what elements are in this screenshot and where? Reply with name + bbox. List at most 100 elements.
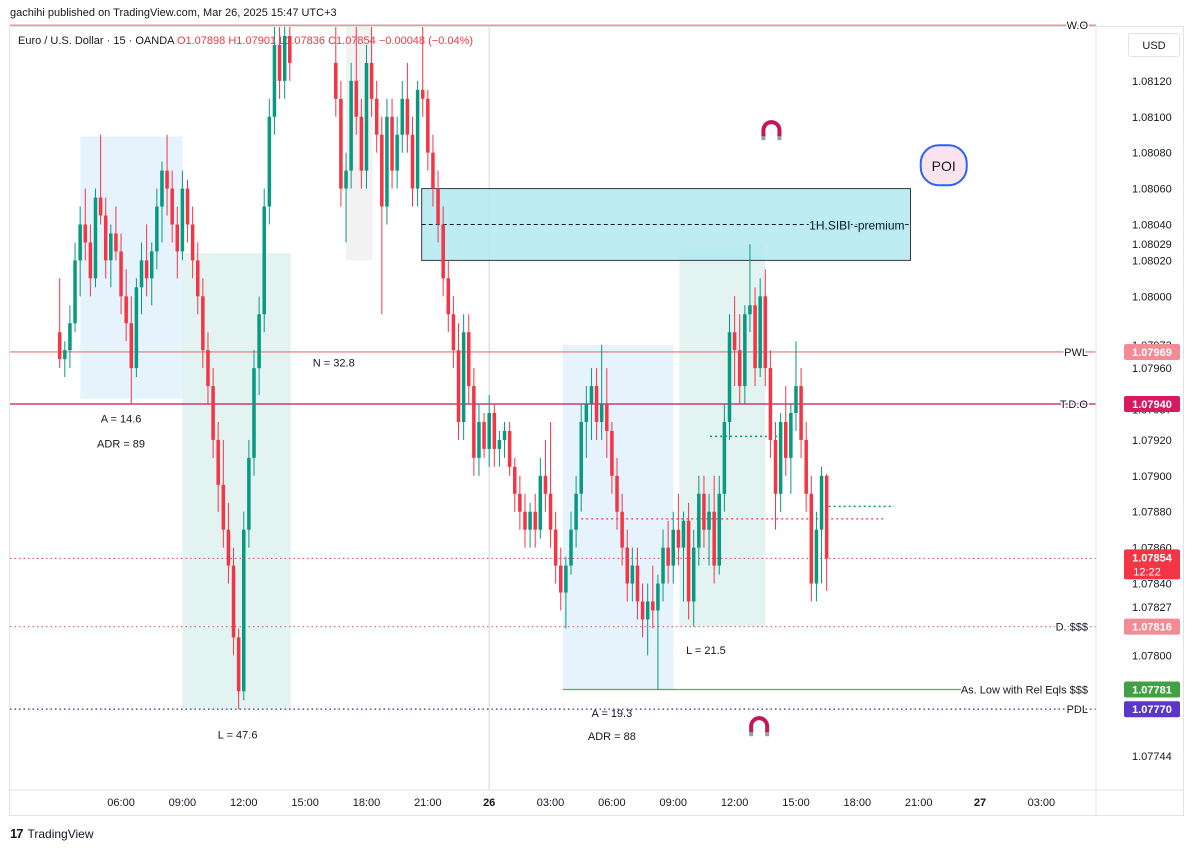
candle — [98, 197, 103, 216]
candle — [615, 475, 619, 512]
legend-change: −0.00048 (−0.04%) — [378, 35, 474, 47]
candle — [528, 511, 532, 530]
candle — [497, 439, 502, 449]
candle — [226, 529, 231, 566]
candle — [737, 350, 742, 387]
level-label: T.D.O — [1060, 399, 1089, 411]
level-label: W.O — [1067, 20, 1089, 32]
candle — [640, 601, 645, 620]
range-annotation: ADR = 89 — [97, 439, 145, 451]
price-badge — [1124, 681, 1180, 698]
price-badge-label: 1.07770 — [1132, 704, 1172, 716]
candle — [783, 421, 788, 458]
price-tick-label: 1.07744 — [1132, 751, 1172, 763]
price-badge — [1124, 618, 1180, 635]
candle — [768, 368, 773, 440]
candle — [824, 475, 829, 559]
candle — [523, 511, 527, 530]
candle — [380, 134, 384, 207]
candle — [441, 224, 445, 279]
candle — [574, 493, 578, 530]
symbol-name: Euro / U.S. Dollar · 15 · OANDA — [18, 35, 174, 47]
magnet-tip — [761, 136, 766, 141]
candle — [804, 439, 808, 494]
candle — [68, 323, 72, 351]
candle — [339, 98, 343, 189]
bar-countdown: 12:22 — [1133, 566, 1161, 578]
candle — [594, 386, 599, 422]
magnet-tip — [765, 732, 770, 737]
price-badge-label: 1.07940 — [1132, 399, 1172, 411]
candle — [354, 80, 359, 117]
candle — [206, 350, 210, 387]
price-tick-label: 1.08029 — [1132, 239, 1172, 251]
price-tick-label: 1.07800 — [1132, 650, 1172, 662]
candle — [385, 116, 389, 207]
candle — [569, 529, 573, 566]
price-tick-label: 1.07840 — [1132, 579, 1172, 591]
candle — [707, 511, 711, 530]
magnet-icon — [761, 120, 782, 138]
price-tick-label: 1.08000 — [1132, 291, 1172, 303]
candle — [533, 511, 537, 530]
candle — [748, 305, 752, 315]
candle — [610, 430, 614, 476]
time-tick-label: 21:00 — [905, 797, 933, 809]
range-annotation: L = 47.6 — [218, 729, 258, 741]
candle — [73, 260, 77, 324]
candle — [507, 430, 512, 467]
candle — [426, 98, 430, 153]
candle — [395, 134, 399, 171]
level-label: PWL — [1064, 347, 1088, 359]
candle — [605, 404, 609, 431]
candle — [349, 80, 353, 171]
time-tick-label: 03:00 — [537, 797, 565, 809]
time-tick-label: 06:00 — [107, 797, 135, 809]
candle — [185, 188, 190, 225]
time-tick-label: 03:00 — [1028, 797, 1056, 809]
price-tick-label: 1.07920 — [1132, 435, 1172, 447]
candle — [819, 475, 824, 530]
candle — [415, 89, 420, 189]
candle — [431, 152, 435, 189]
candle — [344, 170, 348, 189]
candle — [236, 637, 241, 692]
candle — [170, 188, 174, 225]
publisher-caption: gachihi published on TradingView.com, Ma… — [10, 7, 337, 19]
price-badge — [1124, 701, 1180, 718]
legend-high: H1.07901 — [228, 35, 277, 47]
poi-bubble — [919, 144, 968, 187]
last-price-label: 1.07854 — [1132, 552, 1173, 564]
candle — [809, 493, 814, 584]
candle — [216, 439, 220, 485]
poi-label: POI — [932, 158, 956, 174]
currency-button[interactable]: USD — [1128, 33, 1180, 57]
candle — [83, 224, 88, 243]
candle — [635, 565, 640, 602]
candle — [257, 314, 261, 369]
candle — [400, 98, 405, 135]
candle — [559, 565, 563, 593]
candle — [564, 565, 568, 593]
time-tick-label: 18:00 — [844, 797, 872, 809]
magnet-tip — [777, 136, 782, 141]
time-tick-label: 09:00 — [169, 797, 197, 809]
candle — [656, 583, 660, 611]
candle — [390, 116, 394, 171]
candle — [155, 206, 159, 252]
range-annotation: A = 14.6 — [101, 413, 142, 425]
price-badge — [1124, 343, 1180, 360]
candle — [78, 224, 82, 261]
candle — [119, 251, 123, 297]
price-tick-label: 1.08120 — [1132, 76, 1172, 88]
level-label: As. Low with Rel Eqls $$$ — [961, 684, 1088, 696]
candle — [676, 529, 681, 548]
candle — [410, 134, 415, 189]
candle — [160, 170, 164, 207]
time-tick-label: 26 — [483, 797, 495, 809]
legend-open: O1.07898 — [176, 35, 226, 47]
candle — [109, 233, 113, 261]
candle — [139, 260, 144, 288]
price-tick-label: 1.07960 — [1132, 363, 1172, 375]
